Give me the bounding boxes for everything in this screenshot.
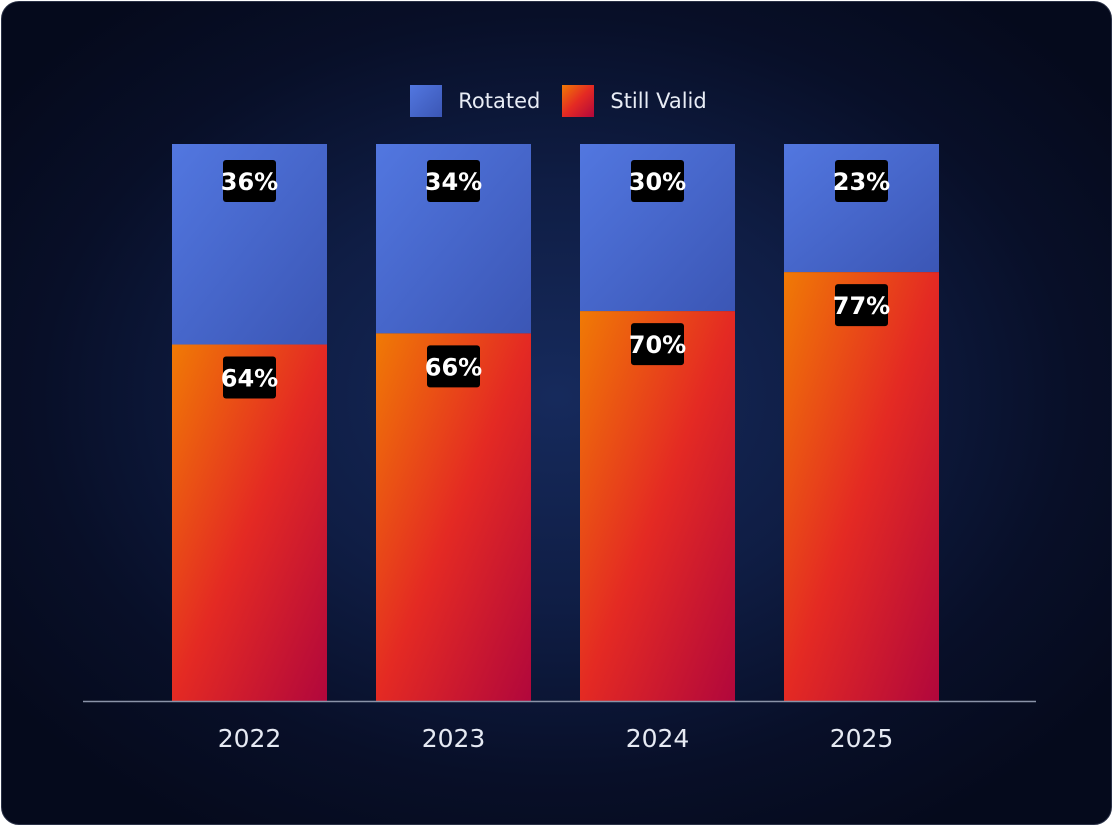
legend-label-rotated: Rotated (458, 89, 541, 113)
data-label-still-valid-2025-text: 77% (833, 292, 890, 320)
data-label-rotated-2022: 36% (221, 160, 278, 202)
data-label-still-valid-2024-bg (631, 323, 684, 366)
x-tick-label-2022: 2022 (218, 724, 282, 753)
data-label-rotated-2022-text: 36% (221, 168, 278, 196)
legend-item-rotated: Rotated (410, 85, 540, 117)
data-label-still-valid-2022: 64% (221, 356, 278, 399)
legend-swatch-rotated (410, 85, 443, 117)
data-label-rotated-2025-bg (835, 160, 888, 202)
data-label-rotated-2023-text: 34% (425, 168, 482, 196)
data-label-rotated-2025: 23% (833, 160, 890, 202)
data-label-still-valid-2024: 70% (629, 323, 686, 366)
data-label-still-valid-2023-bg (427, 345, 480, 388)
x-tick-label-2025: 2025 (830, 724, 894, 753)
legend-label-still-valid: Still Valid (610, 89, 707, 113)
data-label-still-valid-2023: 66% (425, 345, 482, 388)
bar-still-valid-2025 (784, 272, 939, 701)
data-label-rotated-2024-text: 30% (629, 168, 686, 196)
data-label-rotated-2024-bg (631, 160, 684, 202)
data-label-rotated-2025-text: 23% (833, 168, 890, 196)
x-tick-labels: 2022 2023 2024 2025 (218, 724, 894, 753)
data-label-rotated-2024: 30% (629, 160, 686, 202)
data-label-still-valid-2025-bg (835, 284, 888, 327)
data-label-still-valid-2022-bg (223, 356, 276, 399)
data-label-still-valid-2022-text: 64% (221, 365, 278, 393)
legend-item-still-valid: Still Valid (562, 85, 707, 117)
bar-still-valid-2022 (172, 344, 327, 701)
legend-swatch-still-valid (562, 85, 595, 117)
x-tick-label-2024: 2024 (626, 724, 690, 753)
bar-still-valid-2024 (580, 311, 735, 701)
data-label-rotated-2023: 34% (425, 160, 482, 202)
data-label-rotated-2022-bg (223, 160, 276, 202)
data-label-still-valid-2023-text: 66% (425, 353, 482, 381)
bar-still-valid-2023 (376, 333, 531, 701)
data-label-still-valid-2025: 77% (833, 284, 890, 327)
chart-legend: Rotated Still Valid (2, 84, 1111, 118)
data-label-still-valid-2024-text: 70% (629, 331, 686, 359)
data-labels-layer: 36% 64% 34% 66% 30% 70% 23% 77% (221, 160, 890, 399)
x-tick-label-2023: 2023 (422, 724, 486, 753)
bars-layer (172, 144, 939, 701)
data-label-rotated-2023-bg (427, 160, 480, 202)
